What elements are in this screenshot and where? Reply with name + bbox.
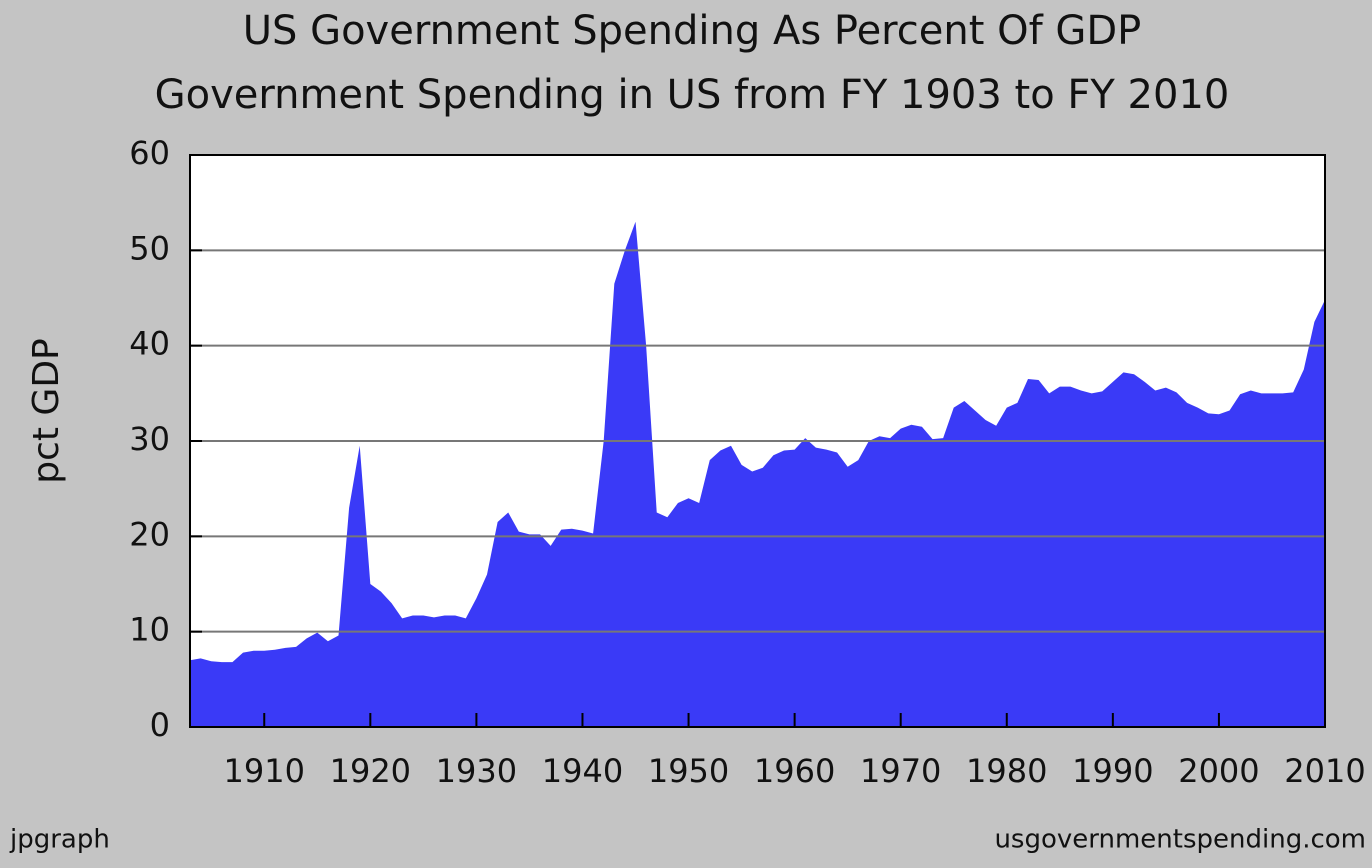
y-tick-label: 20 (129, 515, 170, 553)
x-tick-label: 1970 (860, 752, 941, 790)
x-tick-label: 1910 (224, 752, 305, 790)
x-tick-label: 1930 (436, 752, 517, 790)
x-tick-label: 2000 (1178, 752, 1259, 790)
footer-left: jpgraph (9, 825, 110, 855)
x-tick-label: 1990 (1072, 752, 1153, 790)
x-tick-label: 1960 (754, 752, 835, 790)
x-tick-label: 2010 (1284, 752, 1365, 790)
footer-right: usgovernmentspending.com (994, 825, 1366, 855)
y-axis-label: pct GDP (26, 338, 67, 484)
x-tick-label: 1940 (542, 752, 623, 790)
y-tick-label: 0 (150, 706, 170, 744)
chart-title: US Government Spending As Percent Of GDP (243, 8, 1142, 54)
y-tick-label: 40 (129, 325, 170, 363)
y-tick-label: 50 (129, 229, 170, 267)
area (190, 221, 1325, 727)
x-tick-label: 1950 (648, 752, 729, 790)
y-tick-label: 10 (129, 611, 170, 649)
x-tick-label: 1980 (966, 752, 1047, 790)
y-tick-label: 60 (129, 134, 170, 172)
chart-subtitle: Government Spending in US from FY 1903 t… (155, 72, 1230, 118)
y-tick-label: 30 (129, 420, 170, 458)
x-tick-label: 1920 (330, 752, 411, 790)
plot-frame (189, 154, 1326, 728)
